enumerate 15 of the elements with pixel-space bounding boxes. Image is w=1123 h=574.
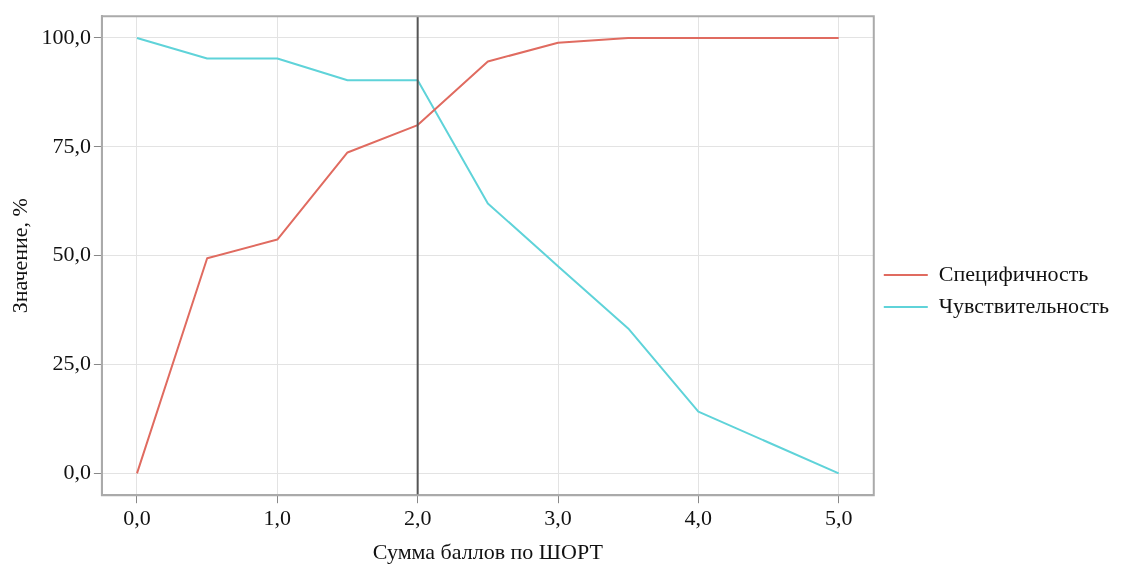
legend-label: Чувствительность — [938, 292, 1110, 318]
y-tick-label: 25,0 — [52, 350, 91, 376]
y-tick-label: 75,0 — [52, 132, 91, 158]
x-tick-label: 2,0 — [403, 505, 432, 531]
x-tick-label: 4,0 — [684, 505, 713, 531]
y-tick-label: 100,0 — [41, 23, 91, 49]
x-tick-label: 1,0 — [263, 505, 292, 531]
x-tick-label: 0,0 — [123, 505, 151, 531]
legend-label: Специфичность — [938, 260, 1089, 286]
x-tick-label: 5,0 — [824, 505, 853, 531]
y-tick-label: 0,0 — [63, 459, 91, 485]
y-tick-label: 50,0 — [52, 241, 91, 267]
y-axis-title: Значение, % — [6, 198, 32, 314]
x-axis-title: Сумма баллов по ШОРТ — [372, 538, 604, 564]
x-tick-label: 3,0 — [544, 505, 572, 531]
